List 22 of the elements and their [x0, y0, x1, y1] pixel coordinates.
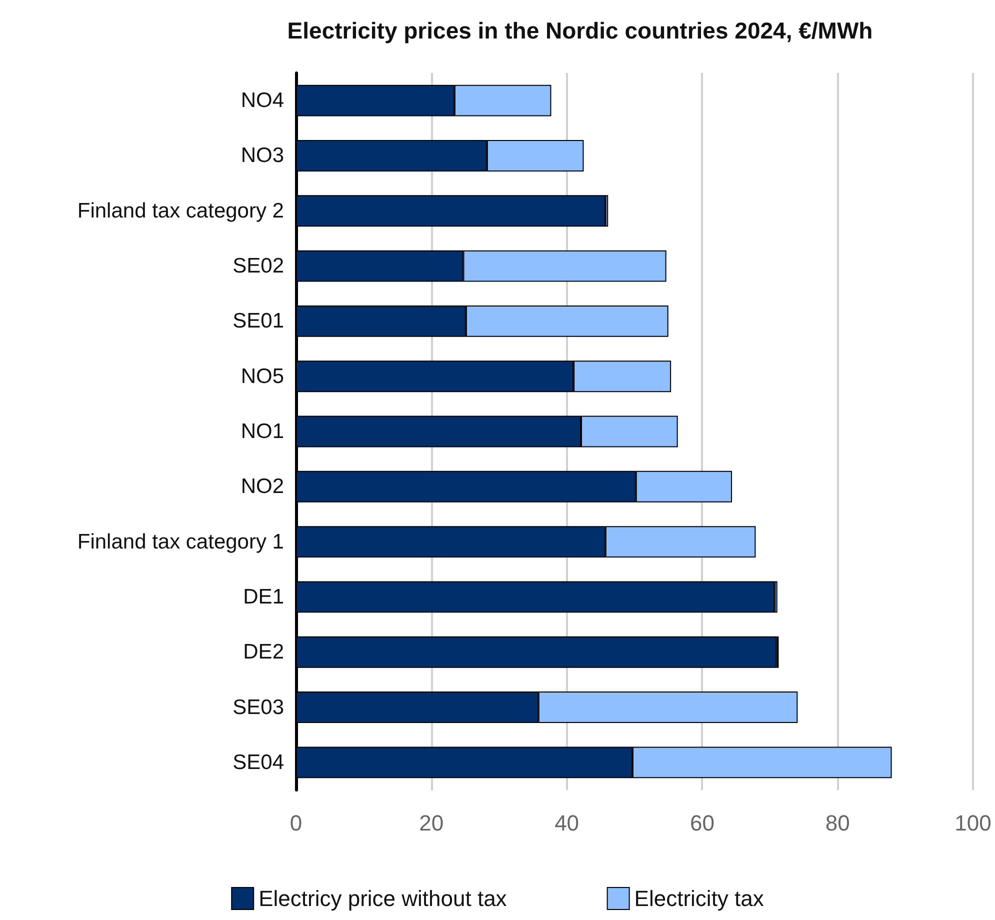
y-tick-label: SE01 [232, 310, 284, 333]
x-tick-label: 0 [290, 810, 302, 836]
x-tick-label: 40 [554, 810, 580, 836]
y-tick-label: NO5 [240, 364, 284, 388]
y-tick-label: NO2 [240, 475, 284, 498]
x-tick-label: 60 [690, 810, 714, 836]
y-tick-label: SE03 [232, 696, 284, 719]
y-tick-label: DE1 [243, 585, 284, 608]
y-tick-label: NO4 [240, 89, 284, 112]
legend-label: Electricity tax [634, 886, 764, 911]
x-tick-label: 20 [419, 810, 444, 836]
y-tick-label: NO3 [240, 144, 284, 168]
x-tick-label: 100 [954, 810, 992, 836]
chart-title: Electricity prices in the Nordic countries 2024, €/MWh [287, 18, 873, 44]
y-tick-label: NO1 [240, 420, 284, 443]
y-tick-label: DE2 [243, 640, 284, 664]
y-tick-label: SE04 [232, 750, 284, 774]
y-tick-label: Finland tax category 1 [77, 530, 284, 554]
legend-label: Electricy price without tax [258, 886, 507, 911]
y-tick-label: Finland tax category 2 [77, 199, 284, 222]
y-tick-label: SE02 [232, 254, 284, 278]
x-tick-label: 80 [825, 810, 850, 836]
